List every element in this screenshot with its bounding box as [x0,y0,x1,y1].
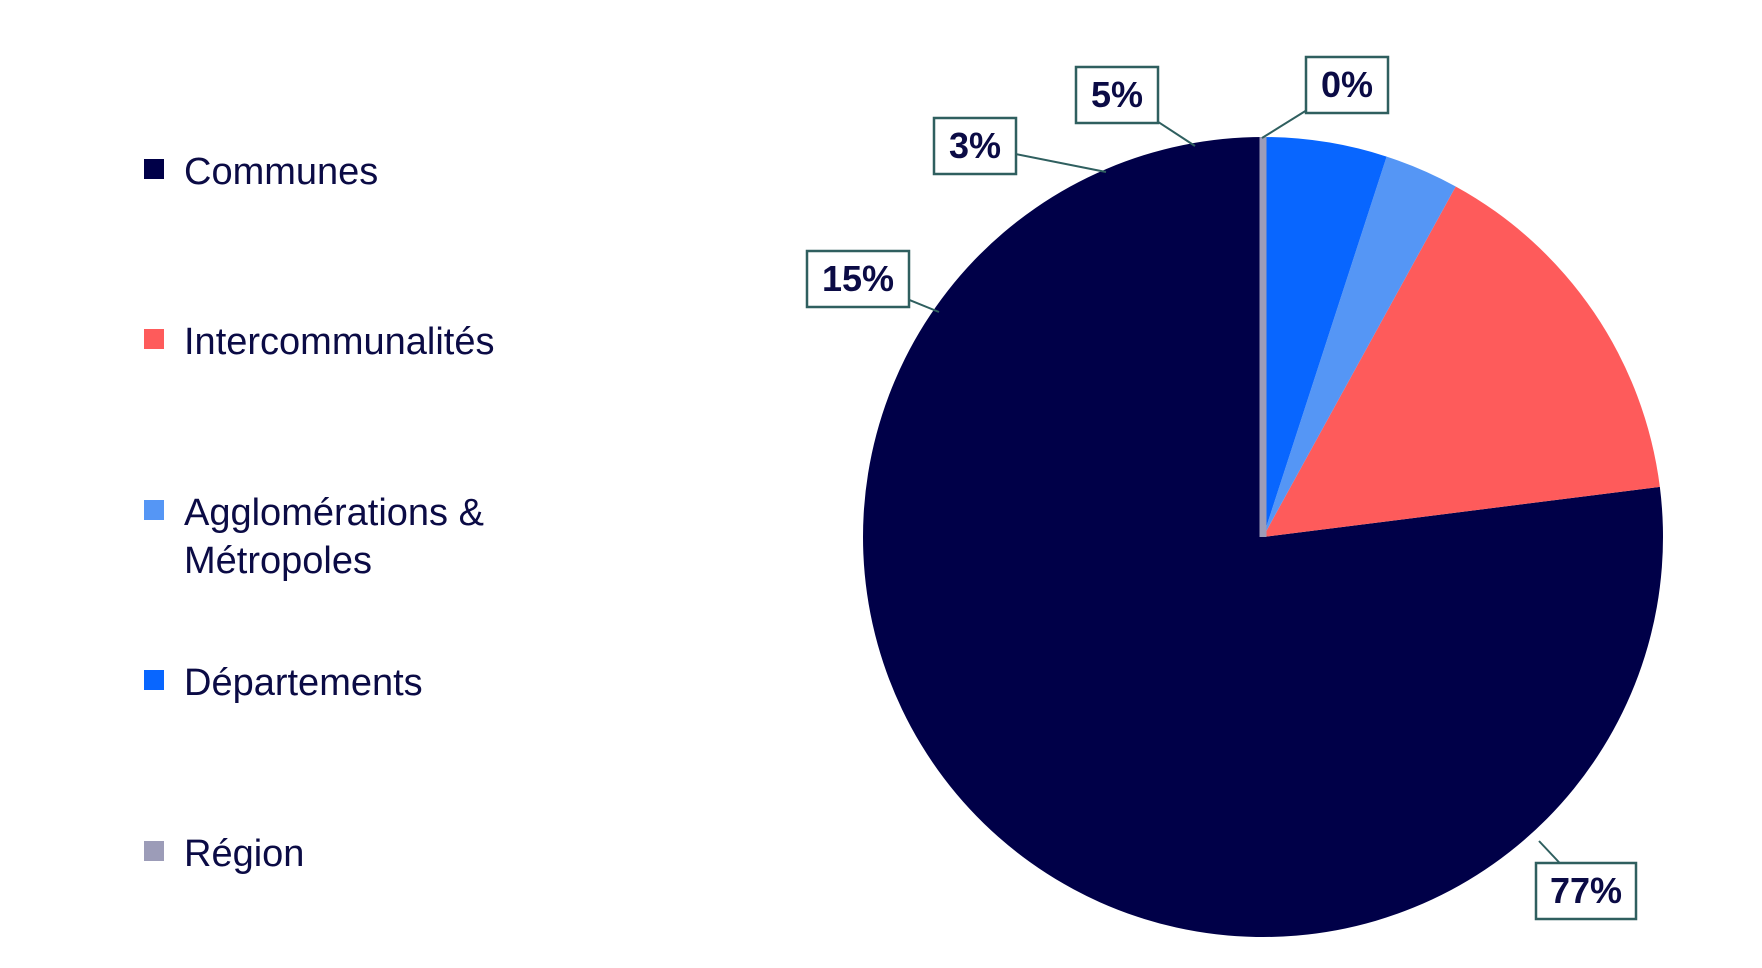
legend-item-departements: Départements [144,659,564,707]
data-label-departements: 5% [1074,65,1196,147]
leader-line-departements [1157,120,1196,147]
legend-label-intercommunalites: Intercommunalités [184,321,495,363]
data-label-text-departements: 5% [1091,74,1143,115]
legend-swatch-region [144,841,164,861]
data-label-region: 0% [1261,55,1390,139]
pie-callouts: 77% 15% 3% 5% 0% [805,55,1638,921]
pie-slices [863,137,1664,937]
data-label-box-departements [1074,65,1160,125]
legend-label-region: Région [184,833,305,875]
legend-item-agglomerations-metropoles: Agglomérations & Métropoles [144,489,564,585]
leader-line-agglomerations-metropoles [1015,153,1107,173]
legend-item-region: Région [144,830,564,878]
pie-slice-agglomerations-metropoles [1263,156,1456,537]
legend-label-communes: Communes [184,151,379,193]
data-label-text-communes: 77% [1550,870,1622,911]
legend-item-communes: Communes [144,148,564,196]
legend-item-intercommunalites: Intercommunalités [144,318,564,366]
legend-swatch-departements [144,670,164,690]
legend-label-agglomerations-metropoles: Agglomérations & Métropoles [184,492,484,582]
pie-slice-departements [1263,137,1387,537]
data-label-text-intercommunalites: 15% [822,258,894,299]
data-label-box-agglomerations-metropoles [932,116,1018,176]
chart-legend: Communes Intercommunalités Agglomération… [0,0,640,968]
leader-line-communes [1538,840,1561,864]
data-label-text-agglomerations-metropoles: 3% [949,125,1001,166]
leader-line-region [1261,109,1307,139]
legend-swatch-intercommunalites [144,329,164,349]
data-label-intercommunalites: 15% [805,249,940,313]
legend-label-departements: Départements [184,662,423,704]
legend-swatch-communes [144,159,164,179]
data-label-communes: 77% [1534,840,1638,921]
data-label-agglomerations-metropoles: 3% [932,116,1107,176]
data-label-box-communes [1534,861,1638,921]
pie-slice-intercommunalites [1263,186,1660,538]
leader-line-intercommunalites [908,298,940,313]
legend-swatch-agglomerations-metropoles [144,500,164,520]
data-label-text-region: 0% [1321,64,1373,105]
data-label-box-region [1304,55,1390,115]
data-label-box-intercommunalites [805,249,911,309]
